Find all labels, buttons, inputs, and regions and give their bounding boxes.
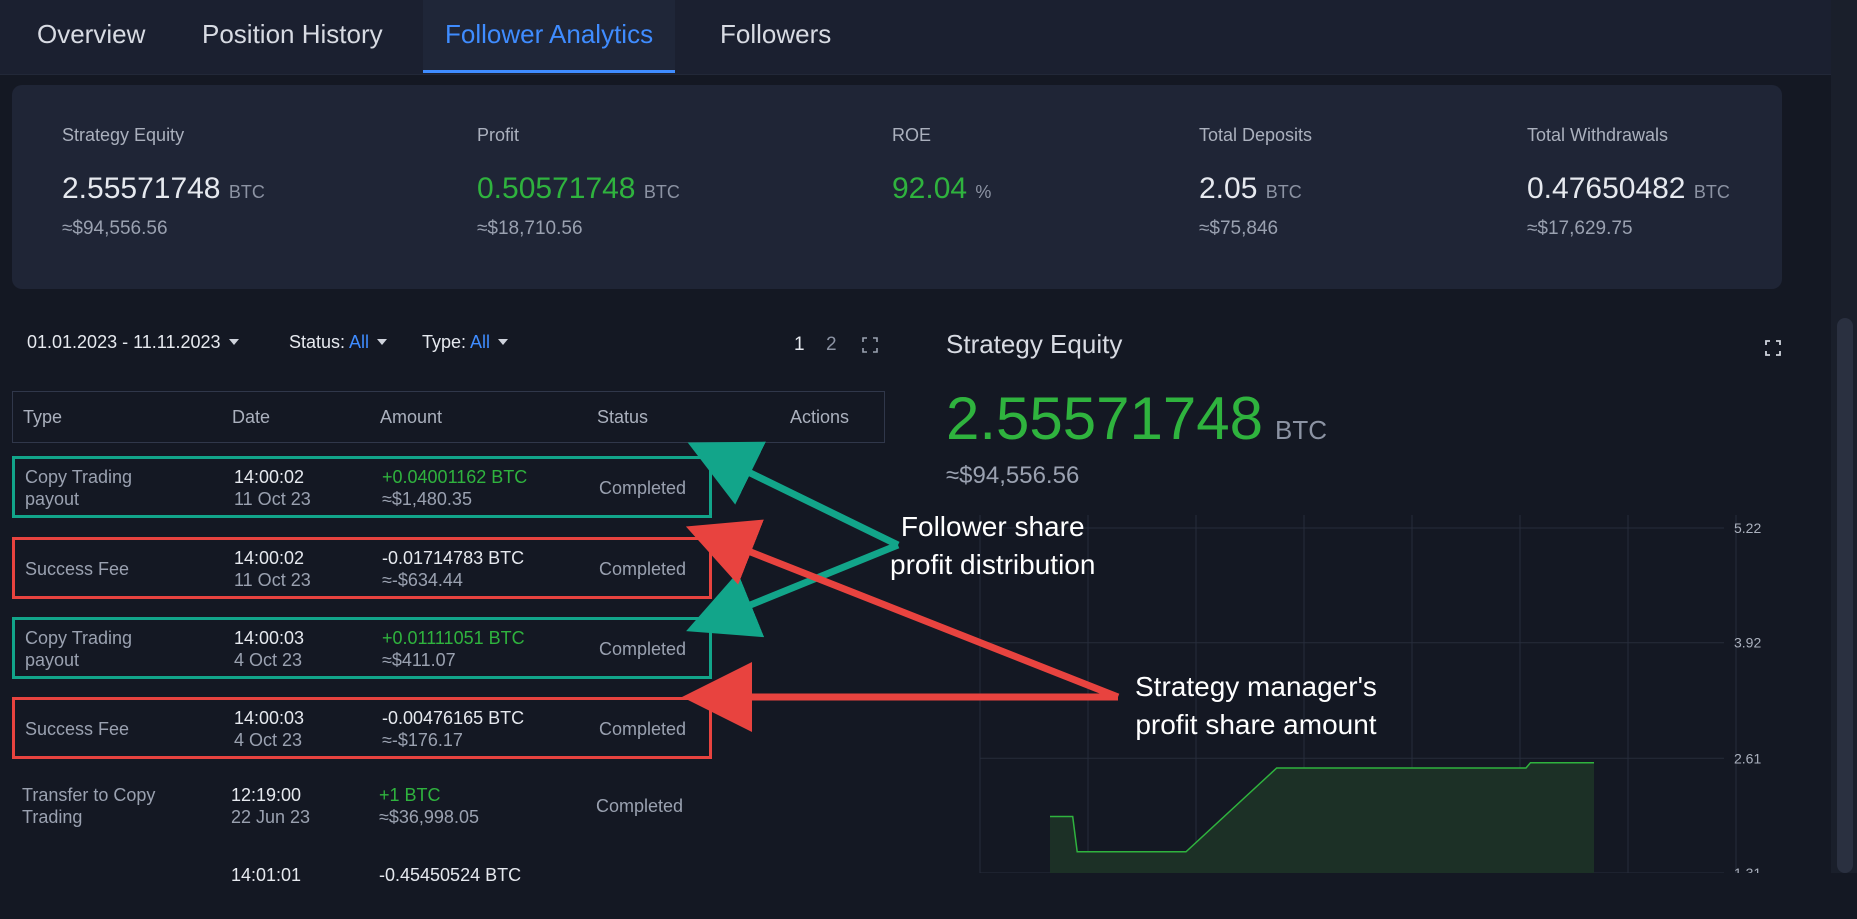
equity-line xyxy=(1050,761,1594,853)
column-header-actions: Actions xyxy=(790,407,850,427)
stat-profit: Profit 0.50571748 BTC ≈$18,710.56 xyxy=(477,125,680,240)
page-2-button[interactable]: 2 xyxy=(826,334,837,355)
stat-usd: ≈$17,629.75 xyxy=(1527,218,1633,239)
column-header-amount: Amount xyxy=(380,407,443,427)
stat-roe: ROE 92.04 % xyxy=(892,125,991,218)
chevron-down-icon xyxy=(377,339,388,345)
stat-total-withdrawals: Total Withdrawals 0.47650482 BTC ≈$17,62… xyxy=(1527,125,1730,240)
scrollbar[interactable] xyxy=(1831,0,1857,873)
y-tick-label: 5.22 xyxy=(1734,520,1761,536)
table-row[interactable]: Success Fee 14:00:02 11 Oct 23 -0.0171478… xyxy=(12,537,712,599)
stat-label: Total Deposits xyxy=(1199,125,1313,145)
chart-equity-usd: ≈$94,556.56 xyxy=(946,462,1080,489)
y-tick-label: 2.61 xyxy=(1734,750,1761,766)
status-filter-dropdown[interactable]: Status: All xyxy=(289,332,388,353)
column-header-date: Date xyxy=(232,407,271,427)
expand-icon[interactable] xyxy=(862,337,878,353)
stat-label: Strategy Equity xyxy=(62,125,185,145)
y-tick-label: 3.92 xyxy=(1734,635,1761,651)
row-type: Success Fee xyxy=(25,559,130,579)
row-amount: +0.01111051 BTC ≈$411.07 xyxy=(382,628,525,670)
date-range-dropdown[interactable]: 01.01.2023 - 11.11.2023 xyxy=(27,332,239,353)
row-status: Completed xyxy=(599,719,687,739)
arrow-follower-to-row-3 xyxy=(686,541,900,638)
tab-followers[interactable]: Followers xyxy=(720,19,832,49)
stat-label: Profit xyxy=(477,125,520,145)
tab-bar: Overview Position History Follower Analy… xyxy=(0,0,1857,75)
row-type: Copy Trading payout xyxy=(25,467,133,509)
row-datetime: 12:19:00 22 Jun 23 xyxy=(231,785,311,827)
arrow-follower-to-row-1 xyxy=(687,441,900,549)
chart-title: Strategy Equity xyxy=(946,329,1123,359)
stat-value: 0.50571748 BTC xyxy=(477,172,680,205)
tab-follower-analytics[interactable]: Follower Analytics xyxy=(423,0,676,73)
row-datetime: 14:00:02 11 Oct 23 xyxy=(234,467,311,509)
stat-value: 2.05 BTC xyxy=(1199,172,1302,205)
row-amount: +1 BTC ≈$36,998.05 xyxy=(379,785,479,827)
table-row[interactable]: Copy Trading payout 14:00:02 11 Oct 23 +0… xyxy=(12,456,712,518)
chevron-down-icon xyxy=(228,339,239,345)
stat-total-deposits: Total Deposits 2.05 BTC ≈$75,846 xyxy=(1199,125,1312,240)
summary-panel: Strategy Equity 2.55571748 BTC ≈$94,556.… xyxy=(12,85,1782,289)
table-row[interactable]: 14:01:01 -0.45450524 BTC xyxy=(12,857,712,919)
row-datetime: 14:01:01 xyxy=(231,865,302,885)
row-datetime: 14:00:03 4 Oct 23 xyxy=(234,628,305,670)
row-type: Transfer to Copy Trading xyxy=(22,785,156,827)
annotation-follower-share: Follower share profit distribution xyxy=(890,511,1096,580)
row-type: Copy Trading payout xyxy=(25,628,133,670)
row-type: Success Fee xyxy=(25,719,130,739)
stat-value: 92.04 % xyxy=(892,172,992,205)
row-status: Completed xyxy=(599,639,687,659)
chart-equity-value: 2.55571748 BTC xyxy=(946,385,1327,452)
stat-usd: ≈$75,846 xyxy=(1199,218,1279,239)
annotation-manager-share: Strategy manager's profit share amount xyxy=(1135,671,1377,740)
tab-position-history[interactable]: Position History xyxy=(202,19,383,49)
stat-value: 0.47650482 BTC xyxy=(1527,172,1730,205)
row-datetime: 14:00:02 11 Oct 23 xyxy=(234,548,311,590)
table-row[interactable]: Success Fee 14:00:03 4 Oct 23 -0.00476165… xyxy=(12,697,712,759)
chart-expand-icon[interactable] xyxy=(1765,340,1781,356)
stat-label: Total Withdrawals xyxy=(1527,125,1669,145)
row-amount: -0.00476165 BTC ≈-$176.17 xyxy=(382,708,525,750)
column-header-type: Type xyxy=(23,407,63,427)
column-header-status: Status xyxy=(597,407,649,427)
row-amount: +0.04001162 BTC ≈$1,480.35 xyxy=(382,467,528,509)
y-tick-label: 1.31 xyxy=(1734,865,1761,873)
table-row[interactable]: Copy Trading payout 14:00:03 4 Oct 23 +0.… xyxy=(12,617,712,679)
type-filter-dropdown[interactable]: Type: All xyxy=(422,332,509,353)
row-status: Completed xyxy=(599,478,687,498)
table-header: Type Date Amount Status Actions xyxy=(12,391,885,443)
row-status: Completed xyxy=(596,796,684,816)
tab-overview[interactable]: Overview xyxy=(37,19,146,49)
stat-value: 2.55571748 BTC xyxy=(62,172,265,205)
equity-area xyxy=(1050,762,1594,873)
table-row[interactable]: Transfer to Copy Trading 12:19:00 22 Jun … xyxy=(12,777,712,839)
chevron-down-icon xyxy=(498,339,509,345)
stat-usd: ≈$94,556.56 xyxy=(62,218,168,239)
stat-usd: ≈$18,710.56 xyxy=(477,218,583,239)
scrollbar-thumb[interactable] xyxy=(1837,318,1853,873)
stat-strategy-equity: Strategy Equity 2.55571748 BTC ≈$94,556.… xyxy=(62,125,265,240)
row-amount: -0.01714783 BTC ≈-$634.44 xyxy=(382,548,525,590)
row-datetime: 14:00:03 4 Oct 23 xyxy=(234,708,305,750)
page-1-button[interactable]: 1 xyxy=(794,334,805,355)
row-status: Completed xyxy=(599,559,687,579)
stat-label: ROE xyxy=(892,125,932,145)
row-amount: -0.45450524 BTC xyxy=(379,865,522,885)
